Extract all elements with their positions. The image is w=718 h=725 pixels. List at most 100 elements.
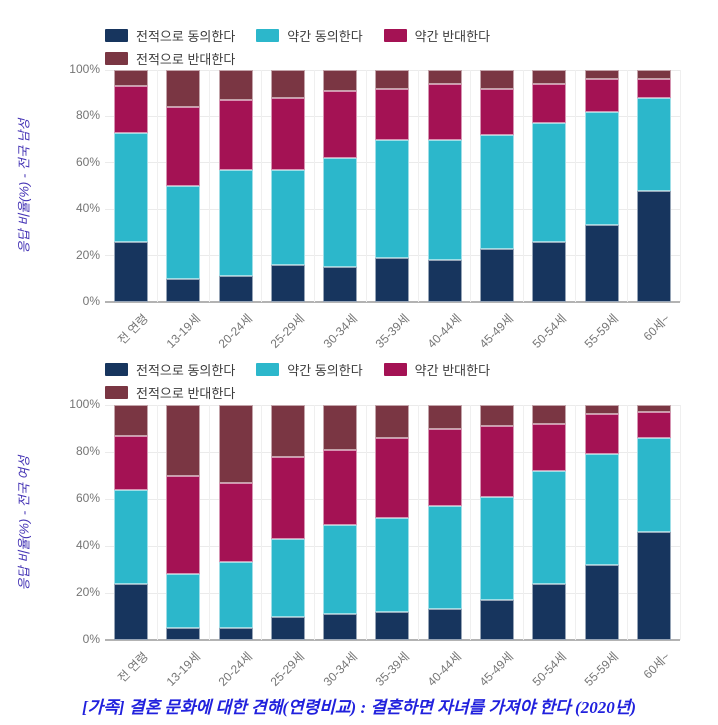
legend-item[interactable]: 약간 반대한다 (383, 26, 490, 45)
bar-segment[interactable] (114, 86, 149, 133)
bar-segment[interactable] (218, 169, 253, 277)
bar-segment[interactable] (532, 70, 567, 84)
bar-segment[interactable] (375, 517, 410, 612)
bar-segment[interactable] (427, 260, 462, 302)
bar-segment[interactable] (218, 562, 253, 629)
bar-segment[interactable] (323, 405, 358, 450)
legend-item[interactable]: 약간 반대한다 (383, 360, 490, 379)
bar-segment[interactable] (584, 79, 619, 112)
bar-segment[interactable] (270, 538, 305, 617)
bar-segment[interactable] (584, 414, 619, 455)
bar-segment[interactable] (532, 123, 567, 242)
legend-item[interactable]: 전적으로 반대한다 (105, 49, 235, 68)
bar-segment[interactable] (323, 70, 358, 91)
bar-segment[interactable] (479, 405, 514, 427)
bar-segment[interactable] (532, 241, 567, 302)
bar-segment[interactable] (114, 583, 149, 640)
bar-segment[interactable] (323, 524, 358, 615)
bar-segment[interactable] (270, 405, 305, 457)
bar-segment[interactable] (636, 531, 671, 640)
bar-segment[interactable] (166, 475, 201, 575)
bar-segment[interactable] (427, 70, 462, 84)
bar-segment[interactable] (270, 264, 305, 302)
bar-segment[interactable] (375, 437, 410, 518)
bar-segment[interactable] (375, 611, 410, 640)
bar-segment[interactable] (427, 609, 462, 640)
bar-segment[interactable] (427, 405, 462, 429)
bar-segment[interactable] (218, 70, 253, 101)
bar-segment[interactable] (270, 616, 305, 640)
bar-segment[interactable] (166, 574, 201, 629)
bar-segment[interactable] (584, 70, 619, 80)
bar-segment[interactable] (479, 248, 514, 302)
bar-segment[interactable] (636, 79, 671, 98)
bar-segment[interactable] (166, 70, 201, 108)
bar-segment[interactable] (479, 496, 514, 601)
bar-segment[interactable] (218, 276, 253, 302)
bar-segment[interactable] (636, 412, 671, 438)
bar-segment[interactable] (270, 97, 305, 170)
bar-segment[interactable] (636, 70, 671, 80)
bar-segment[interactable] (584, 225, 619, 302)
bar-segment[interactable] (584, 564, 619, 640)
bar-segment[interactable] (166, 186, 201, 279)
bar-segment[interactable] (479, 426, 514, 497)
bar-segment[interactable] (270, 169, 305, 265)
bar-segment[interactable] (479, 70, 514, 89)
bar-segment[interactable] (218, 100, 253, 170)
bar-segment[interactable] (479, 88, 514, 135)
bar-segment[interactable] (218, 628, 253, 640)
bar-segment[interactable] (114, 70, 149, 87)
bar-segment[interactable] (427, 506, 462, 610)
x-gridline (313, 405, 315, 640)
bar-segment[interactable] (532, 470, 567, 584)
bar-segment[interactable] (636, 437, 671, 532)
bar-segment[interactable] (479, 600, 514, 640)
bar-segment[interactable] (636, 97, 671, 191)
legend-item[interactable]: 전적으로 동의한다 (105, 360, 235, 379)
bar-segment[interactable] (375, 70, 410, 89)
bar-segment[interactable] (166, 107, 201, 187)
bar-segment[interactable] (323, 614, 358, 640)
bar-segment[interactable] (323, 90, 358, 159)
bar-segment[interactable] (114, 405, 149, 436)
bar-segment[interactable] (166, 405, 201, 476)
bar-segment[interactable] (532, 423, 567, 471)
stacked-bar (532, 70, 567, 302)
legend-item[interactable]: 전적으로 동의한다 (105, 26, 235, 45)
legend-item[interactable]: 약간 동의한다 (256, 360, 363, 379)
legend-item[interactable]: 약간 동의한다 (256, 26, 363, 45)
bar-segment[interactable] (323, 267, 358, 302)
bar-segment[interactable] (375, 88, 410, 140)
bar-segment[interactable] (270, 456, 305, 539)
bar-segment[interactable] (532, 583, 567, 640)
bar-segment[interactable] (584, 111, 619, 226)
bar-segment[interactable] (375, 139, 410, 258)
bar-segment[interactable] (166, 628, 201, 640)
bar-segment[interactable] (584, 405, 619, 415)
bar-segment[interactable] (323, 449, 358, 525)
bar-segment[interactable] (270, 70, 305, 98)
bar-segment[interactable] (218, 405, 253, 483)
bar-segment[interactable] (532, 405, 567, 424)
bar-segment[interactable] (375, 405, 410, 438)
bar-segment[interactable] (114, 435, 149, 490)
bar-segment[interactable] (375, 257, 410, 302)
legend-item[interactable]: 전적으로 반대한다 (105, 383, 235, 402)
y-tick-label: 80% (75, 108, 100, 123)
bar-segment[interactable] (114, 489, 149, 584)
bar-segment[interactable] (427, 139, 462, 261)
bar-segment[interactable] (427, 83, 462, 140)
bar-segment[interactable] (323, 158, 358, 268)
bar-segment[interactable] (427, 428, 462, 507)
bar-segment[interactable] (114, 132, 149, 242)
bar-segment[interactable] (584, 454, 619, 565)
bar-segment[interactable] (114, 241, 149, 302)
bar-segment[interactable] (532, 83, 567, 124)
bar-segment[interactable] (166, 278, 201, 302)
bar-segment[interactable] (636, 190, 671, 302)
bar-segment[interactable] (636, 405, 671, 413)
bar-segment[interactable] (218, 482, 253, 563)
legend-label: 전적으로 동의한다 (136, 363, 236, 378)
bar-segment[interactable] (479, 134, 514, 249)
